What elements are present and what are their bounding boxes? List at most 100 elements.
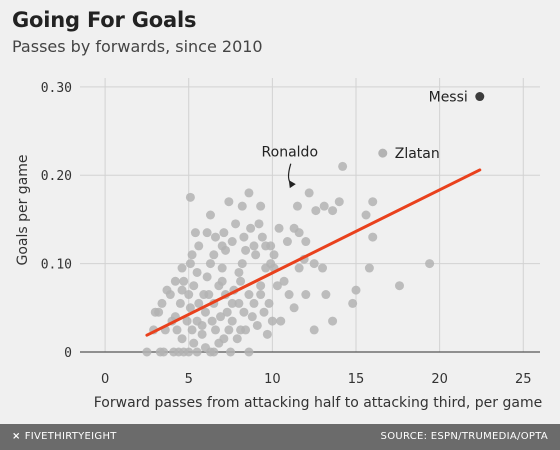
- data-point: [185, 303, 195, 313]
- data-point: [237, 201, 247, 211]
- data-point: [289, 303, 299, 313]
- y-tick-label: 0: [64, 346, 72, 361]
- data-point: [256, 201, 266, 211]
- trend-line: [145, 168, 482, 337]
- data-point: [190, 228, 200, 238]
- data-point: [194, 241, 204, 251]
- data-point: [199, 290, 209, 300]
- annotation-arrowhead: [288, 180, 296, 189]
- data-point: [177, 285, 187, 295]
- y-tick-label: 0.10: [41, 258, 72, 273]
- data-point: [217, 276, 227, 286]
- data-point: [216, 312, 226, 322]
- data-point: [311, 206, 321, 216]
- data-point: [217, 241, 227, 251]
- x-tick-label: 15: [348, 372, 365, 387]
- x-axis-label: Forward passes from attacking half to at…: [94, 395, 542, 411]
- data-point: [257, 232, 267, 242]
- chart-title: Going For Goals: [12, 8, 197, 32]
- data-point: [244, 347, 254, 357]
- data-point: [244, 188, 254, 198]
- data-point: [222, 307, 232, 317]
- data-point: [177, 334, 187, 344]
- data-point: [249, 298, 259, 308]
- data-point: [241, 325, 251, 335]
- data-point: [157, 298, 167, 308]
- x-tick-label: 25: [515, 372, 532, 387]
- data-point: [351, 285, 361, 295]
- data-point: [239, 232, 249, 242]
- data-point: [234, 298, 244, 308]
- data-point: [334, 197, 344, 207]
- data-point: [214, 338, 224, 348]
- x-tick-label: 5: [185, 372, 193, 387]
- fivethirtyeight-logo-icon: ⨯: [12, 431, 21, 442]
- data-point: [252, 320, 262, 330]
- data-point: [209, 250, 219, 260]
- data-point: [224, 197, 234, 207]
- highlight-label: Zlatan: [395, 146, 440, 162]
- data-point: [205, 210, 215, 220]
- data-point: [165, 290, 175, 300]
- data-point: [246, 223, 256, 233]
- data-point: [197, 329, 207, 339]
- data-point: [264, 298, 274, 308]
- data-point: [368, 197, 378, 207]
- data-point: [210, 325, 220, 335]
- data-point: [321, 290, 331, 300]
- data-point: [189, 338, 199, 348]
- data-point: [247, 312, 257, 322]
- data-point: [276, 316, 286, 326]
- data-point: [202, 272, 212, 282]
- data-point: [274, 223, 284, 233]
- data-point: [200, 343, 210, 353]
- data-point: [292, 201, 302, 211]
- data-point: [202, 228, 212, 238]
- data-point: [184, 290, 194, 300]
- data-point: [319, 201, 329, 211]
- data-point: [266, 259, 276, 269]
- data-point: [179, 276, 189, 286]
- highlight-point: [475, 92, 485, 102]
- data-point: [328, 316, 338, 326]
- data-point: [368, 232, 378, 242]
- data-point: [185, 259, 195, 269]
- data-point: [187, 250, 197, 260]
- data-point: [150, 307, 160, 317]
- x-tick-label: 0: [101, 372, 109, 387]
- data-point: [209, 347, 219, 357]
- data-point: [192, 347, 202, 357]
- data-point: [394, 281, 404, 291]
- scatter-chart: 0 5 10 15 20 25 0 0.10 0.20 0.30 Forward passes fr…: [15, 78, 542, 411]
- data-point: [232, 334, 242, 344]
- data-point: [267, 316, 277, 326]
- data-point: [261, 241, 271, 251]
- data-point: [262, 329, 272, 339]
- data-point: [200, 307, 210, 317]
- data-point: [217, 263, 227, 273]
- data-point: [227, 298, 237, 308]
- data-point: [170, 276, 180, 286]
- highlight-label: Messi: [429, 90, 468, 106]
- data-point: [304, 188, 314, 198]
- brand-name: FIVETHIRTYEIGHT: [24, 431, 117, 442]
- data-point: [338, 161, 348, 171]
- data-point: [234, 267, 244, 277]
- x-tick-label: 10: [264, 372, 281, 387]
- data-point: [425, 259, 435, 269]
- data-point: [142, 347, 152, 357]
- data-point: [301, 290, 311, 300]
- x-tick-label: 20: [431, 372, 448, 387]
- data-point: [294, 263, 304, 273]
- data-point: [284, 290, 294, 300]
- data-point: [194, 298, 204, 308]
- data-point: [184, 347, 194, 357]
- source-credit: SOURCE: ESPN/TRUMEDIA/OPTA: [380, 431, 548, 442]
- data-point: [172, 325, 182, 335]
- data-point: [328, 206, 338, 216]
- y-axis-label: Goals per game: [15, 154, 31, 265]
- highlight-point: [378, 148, 388, 158]
- data-point: [272, 281, 282, 291]
- data-point: [251, 250, 261, 260]
- data-point: [301, 237, 311, 247]
